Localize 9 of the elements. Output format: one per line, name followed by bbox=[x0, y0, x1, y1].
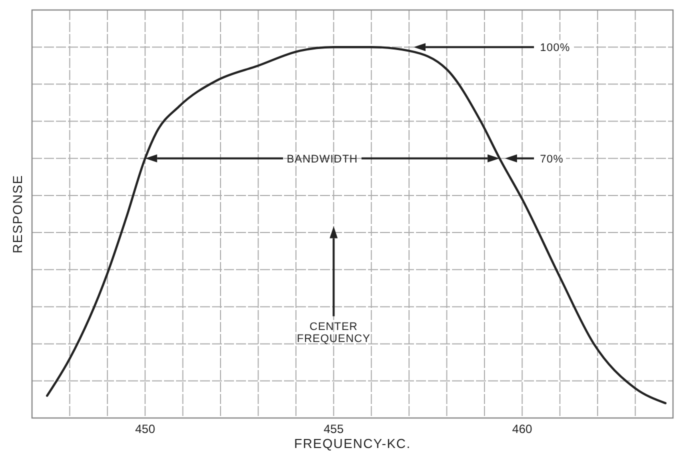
y-axis-title: RESPONSE bbox=[10, 174, 25, 254]
ref-line-label: 100% bbox=[540, 42, 570, 54]
annotation: BANDWIDTH bbox=[286, 153, 358, 166]
ref-line-label: 70% bbox=[540, 153, 564, 166]
ref-line-label: CENTER FREQUENCY bbox=[296, 321, 371, 346]
x-tick-label: 450 bbox=[135, 422, 156, 436]
x-axis-title: FREQUENCY-KC. bbox=[294, 436, 411, 451]
x-tick-label: 460 bbox=[512, 422, 533, 436]
x-tick-label: 455 bbox=[324, 422, 344, 436]
